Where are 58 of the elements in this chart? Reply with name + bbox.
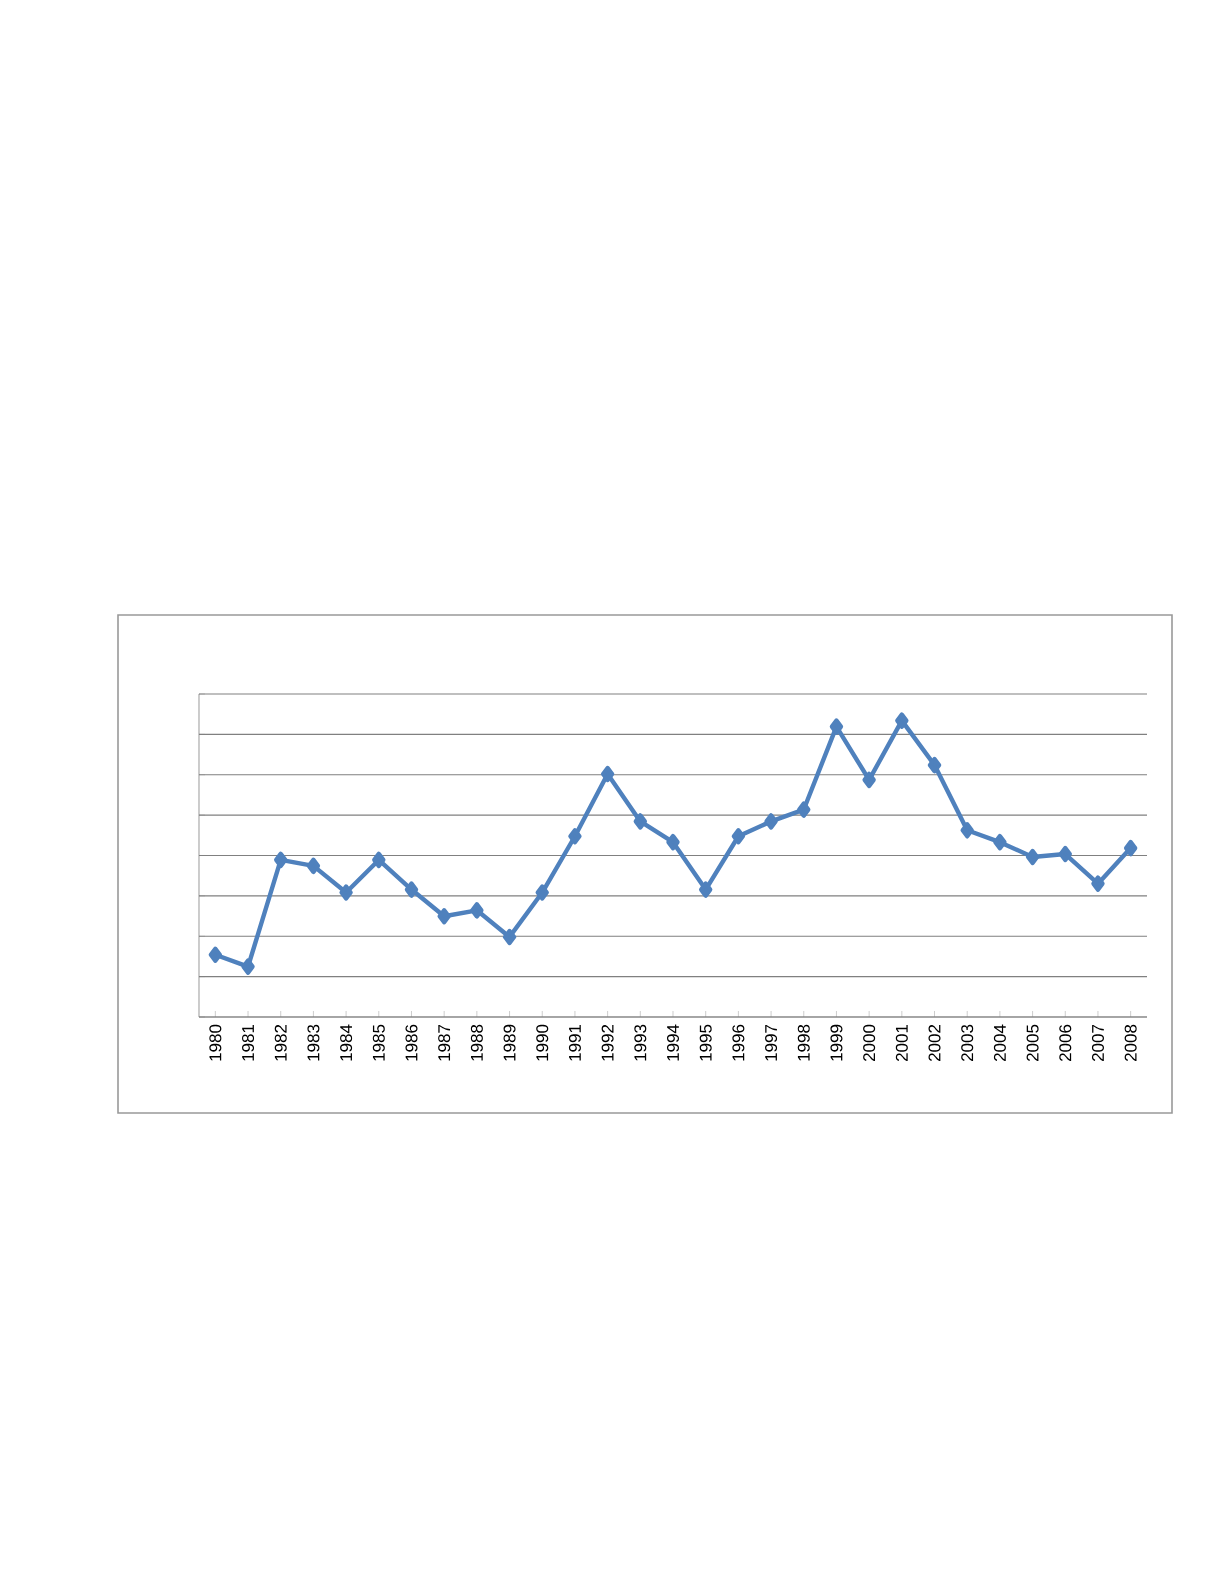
point [208,946,223,963]
x-tick-label: 1999 [830,1024,843,1061]
point [698,881,713,898]
point [274,851,288,869]
point [1025,848,1040,866]
point [241,958,255,975]
point [1091,875,1105,892]
x-tick-label: 1989 [503,1024,516,1061]
x-tick-label: 2001 [895,1024,908,1062]
point [731,828,746,845]
point [600,765,615,783]
x-tick-label: 1994 [666,1024,680,1061]
point [764,813,778,830]
x-tick-label: 1983 [307,1024,320,1061]
x-tick-label: 1990 [536,1024,549,1061]
x-tick-label: 1996 [732,1024,745,1061]
point [535,884,549,901]
x-tick-label: 2005 [1026,1024,1039,1062]
point [339,884,353,901]
point [960,822,974,839]
point [404,881,419,898]
point [927,756,942,774]
x-tick-label: 1992 [601,1024,614,1061]
x-tick-label: 2003 [961,1024,974,1062]
x-tick-label: 1995 [699,1024,712,1061]
point [993,833,1007,851]
x-tick-label: 2008 [1124,1024,1137,1062]
x-tick-label: 1985 [372,1024,385,1061]
point [633,813,648,830]
point [797,801,811,818]
x-tick-label: 1982 [274,1024,287,1061]
x-tick-label: 1997 [765,1024,778,1061]
x-tick-label: 1984 [340,1024,353,1061]
x-tick-label: 1980 [209,1024,222,1061]
point [568,828,582,845]
point [829,718,844,735]
x-tick-label: 1991 [568,1024,581,1061]
x-tick-label: 1987 [438,1024,451,1061]
x-tick-label: 1998 [797,1024,810,1061]
x-tick-label: 2004 [993,1024,1006,1062]
point [895,712,909,729]
point [502,928,517,946]
x-tick-label: 1986 [405,1024,418,1061]
point [372,851,386,869]
point [1123,839,1138,857]
point [470,902,484,919]
x-tick-label: 2006 [1059,1024,1072,1062]
x-tick-label: 1988 [470,1024,483,1061]
x-tick-label: 1981 [242,1024,255,1061]
point [306,857,321,875]
x-tick-label: 2002 [928,1024,941,1062]
point [666,833,680,851]
x-tick-label: 1993 [634,1024,647,1061]
point [862,771,876,789]
point [437,908,451,925]
x-tick-label: 2000 [863,1024,876,1062]
x-tick-label: 2007 [1091,1024,1104,1062]
point [1058,845,1072,863]
